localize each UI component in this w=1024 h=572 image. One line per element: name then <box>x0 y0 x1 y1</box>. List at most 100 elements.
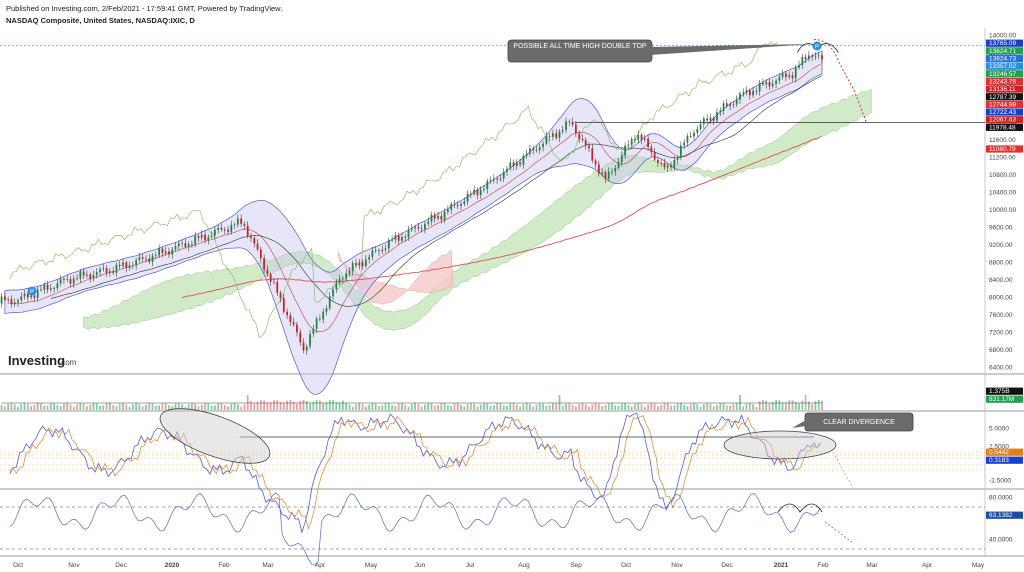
double-top-callout-text: POSSIBLE ALL TIME HIGH DOUBLE TOP <box>513 43 647 50</box>
volume-bar <box>584 404 587 410</box>
volume-bar <box>765 400 768 410</box>
volume-bar <box>732 403 735 410</box>
candle-body <box>748 90 751 96</box>
candle-body <box>181 243 183 244</box>
candle-body <box>424 223 426 230</box>
volume-bar <box>650 403 653 410</box>
candle-body <box>525 153 528 156</box>
volume-bar <box>666 403 669 410</box>
candle-body <box>86 274 88 276</box>
candle-body <box>20 296 23 301</box>
volume-tag-label: 1.375B <box>989 388 1010 395</box>
volume-bar <box>679 403 682 410</box>
candle-body <box>486 180 489 190</box>
volume-bar <box>276 400 279 410</box>
volume-bar <box>401 403 403 410</box>
price-tick-label: 6400.00 <box>989 364 1013 371</box>
volume-bar <box>164 403 167 410</box>
candle-body <box>217 227 220 230</box>
volume-bar <box>223 405 226 410</box>
price-tag-label: 13765.09 <box>989 40 1016 47</box>
time-axis: Oct Nov Dec 2020 Feb Mar Apr May Jun Jul Aug Sep Oct… <box>13 562 985 569</box>
rsi-line <box>9 492 821 566</box>
time-tick-label: Feb <box>817 562 829 569</box>
event-marker-right[interactable]: P <box>812 41 822 51</box>
candle-body <box>151 255 154 262</box>
volume-bar <box>430 403 433 410</box>
candle-body <box>66 279 69 280</box>
rsi-tag-bg <box>986 511 1023 519</box>
volume-bar <box>591 404 594 410</box>
candle-body <box>378 250 380 252</box>
price-tick-label: 8000.00 <box>989 294 1013 301</box>
candle-body <box>742 92 745 94</box>
event-marker-right-text: P <box>815 45 819 51</box>
volume-bar <box>417 404 420 410</box>
candle-body <box>614 167 617 172</box>
candle-body <box>489 180 492 182</box>
divergence-ellipse-left <box>159 408 271 464</box>
rsi-tick-label: 40.0000 <box>989 536 1013 543</box>
event-marker-left[interactable]: P <box>27 286 37 296</box>
candle-body <box>223 229 226 231</box>
candle-body <box>463 201 466 204</box>
candle-body <box>338 279 341 283</box>
candle-body <box>414 226 416 229</box>
volume-bar <box>522 403 525 410</box>
volume-bar <box>683 404 686 410</box>
volume-bar <box>499 403 502 410</box>
volume-bar <box>63 403 65 410</box>
volume-bar <box>476 406 479 410</box>
volume-bar <box>663 403 666 410</box>
volume-bar <box>496 403 499 410</box>
price-tick-label: 9600.00 <box>989 225 1013 232</box>
candle-body <box>758 82 761 92</box>
volume-bar <box>594 403 597 410</box>
candle-body <box>775 80 777 84</box>
candle-body <box>676 157 679 161</box>
candle-body <box>108 271 111 273</box>
candle-body <box>207 236 210 241</box>
volume-bar <box>33 404 36 410</box>
candle-body <box>131 265 134 267</box>
price-tag-bg <box>986 54 1023 63</box>
candle-body <box>381 249 384 252</box>
macd-tick-label: 5.0000 <box>989 425 1009 432</box>
volume-bar <box>161 403 164 410</box>
volume-bar <box>99 405 101 410</box>
candle-body <box>17 300 19 303</box>
volume-bar <box>657 406 659 410</box>
volume-bar <box>637 403 640 410</box>
candle-body <box>532 148 535 151</box>
volume-bar <box>722 403 725 410</box>
macd-projection <box>834 455 853 487</box>
volume-bar <box>719 403 722 410</box>
candle-body <box>391 239 394 241</box>
candle-body <box>732 104 735 106</box>
volume-bar <box>289 400 292 410</box>
candle-body <box>558 131 561 138</box>
volume-bar <box>486 403 489 410</box>
candle-body <box>332 289 334 297</box>
price-tag-label: 13624.73 <box>989 56 1016 63</box>
candle-body <box>286 311 288 316</box>
volume-bar <box>574 406 577 410</box>
candle-body <box>210 235 213 237</box>
candle-body <box>578 133 581 140</box>
volume-bar <box>279 402 282 410</box>
candle-body <box>279 292 282 299</box>
candle-body <box>584 140 587 146</box>
time-tick-label: Apr <box>922 562 933 569</box>
volume-bar <box>338 402 341 410</box>
candle-body <box>427 221 430 224</box>
time-tick-label: Mar <box>262 562 274 569</box>
candle-body <box>512 162 515 167</box>
time-tick-label: May <box>972 562 985 569</box>
price-tick-label: 8400.00 <box>989 277 1013 284</box>
volume-bar <box>634 403 636 410</box>
candle-body <box>801 56 804 66</box>
volume-bar <box>13 404 16 410</box>
time-tick-label: Jun <box>415 562 426 569</box>
volume-bar <box>82 403 85 410</box>
